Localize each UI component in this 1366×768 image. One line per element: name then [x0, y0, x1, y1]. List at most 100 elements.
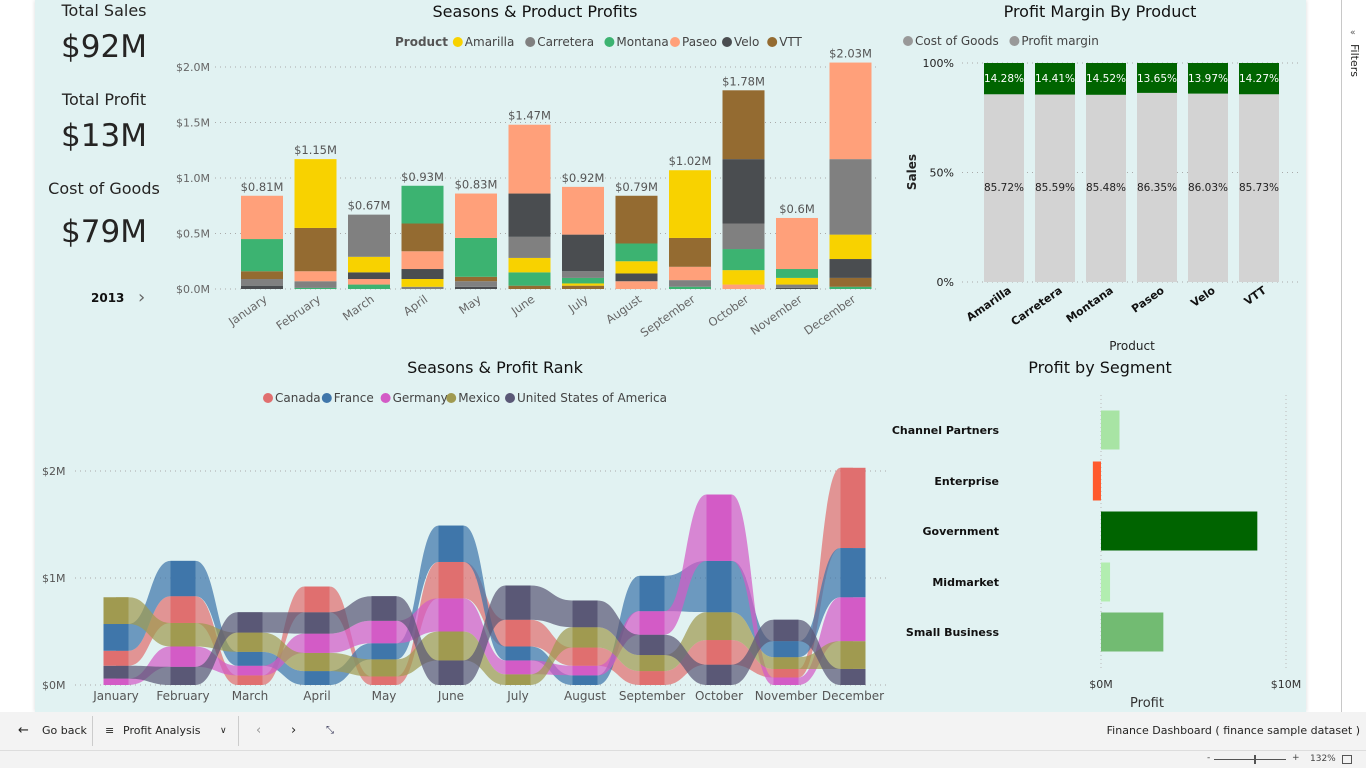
category-label: Midmarket — [932, 576, 999, 589]
x-tick-label: Paseo — [1129, 284, 1167, 316]
zoom-slider-thumb[interactable] — [1254, 755, 1256, 764]
double-chevron-left-icon[interactable]: « — [1350, 28, 1356, 38]
ribbon-bar-united-states-of-america — [572, 600, 598, 628]
legend-marker-amarilla — [452, 37, 463, 47]
ribbon-bar-mexico — [572, 627, 598, 648]
ribbon-canada — [518, 619, 585, 666]
filters-pane[interactable]: « Filters — [1341, 0, 1366, 712]
ribbon-bar-germany — [572, 665, 598, 676]
bar-segment-velo — [241, 285, 283, 289]
ribbon-germany — [719, 494, 786, 685]
year-slicer-value[interactable]: 2013 — [91, 291, 125, 305]
bar-segment-amarilla — [669, 170, 711, 238]
bar-segment-amarilla — [776, 277, 818, 285]
page-selector[interactable]: Profit Analysis — [123, 724, 201, 737]
bar-small-business — [1101, 612, 1164, 652]
data-label-margin: 14.27% — [1239, 73, 1279, 85]
ribbon-bar-canada — [505, 619, 531, 647]
status-bar: - + 132% — [0, 751, 1366, 768]
bar-segment-carretera — [241, 279, 283, 286]
next-page-icon[interactable]: › — [291, 723, 297, 738]
legend-marker-vtt — [767, 37, 778, 47]
y-tick-label: $0.5M — [176, 228, 210, 241]
ribbon-france — [250, 651, 317, 685]
x-tick-label: November — [748, 292, 805, 338]
legend-item-canada: Canada — [275, 391, 321, 405]
ribbon-bar-mexico — [304, 652, 330, 672]
x-axis-title: Profit — [1130, 696, 1164, 711]
ribbon-bar-france — [572, 675, 598, 685]
divider — [238, 716, 239, 746]
bar-segment-montana — [401, 185, 444, 224]
ribbon-bar-canada — [304, 586, 330, 613]
x-tick-label: July — [506, 689, 529, 703]
filters-label[interactable]: Filters — [1348, 44, 1361, 77]
legend-item-cost-of-goods: Cost of Goods — [915, 34, 999, 48]
legend-marker-carretera — [525, 37, 536, 47]
arrow-left-icon[interactable]: ← — [18, 723, 29, 738]
chart-title-profit-rank: Seasons & Profit Rank — [407, 358, 583, 377]
bar-segment-montana — [562, 277, 604, 284]
zoom-out-button[interactable]: - — [1207, 753, 1211, 763]
bar-segment-amarilla — [562, 283, 604, 286]
x-tick-label: March — [232, 689, 269, 703]
bar-segment-paseo — [669, 266, 711, 281]
x-tick-label: June — [508, 292, 537, 318]
y-tick-label: 100% — [923, 57, 954, 70]
ribbon-germany — [317, 620, 384, 653]
x-tick-label: Montana — [1064, 284, 1116, 326]
ribbon-united-states-of-america — [518, 585, 585, 628]
data-label-margin: 13.97% — [1188, 73, 1228, 85]
ribbon-bar-france — [103, 624, 129, 651]
category-label: Channel Partners — [892, 424, 1000, 437]
y-axis-title: Sales — [905, 154, 919, 190]
bar-segment-paseo — [401, 251, 444, 270]
bar-segment-carretera — [294, 281, 337, 288]
y-tick-label: $2M — [42, 465, 66, 478]
y-tick-label: $1.5M — [176, 117, 210, 130]
legend-marker-cost-of-goods — [903, 36, 913, 46]
zoom-slider[interactable] — [1214, 759, 1286, 760]
charts-layer: Product Amarilla Carretera Montana Paseo Velo… — [42, 34, 1302, 711]
ribbon-bar-france — [371, 643, 397, 660]
ribbon-bar-united-states-of-america — [840, 668, 866, 685]
x-tick-label: February — [156, 689, 209, 703]
ribbon-bar-germany — [840, 597, 866, 642]
bar-segment-vtt — [455, 276, 497, 282]
previous-page-icon[interactable]: ‹ — [256, 723, 262, 738]
y-tick-label: $2.0M — [176, 61, 210, 74]
ribbon-bar-germany — [773, 677, 799, 685]
ribbon-mexico — [518, 627, 585, 685]
y-tick-label: 50% — [930, 167, 954, 180]
zoom-in-button[interactable]: + — [1292, 753, 1300, 763]
chevron-down-icon[interactable]: ∨ — [220, 726, 227, 736]
ribbon-bar-france — [170, 560, 196, 597]
bar-segment-velo — [722, 159, 765, 224]
x-tick-label: February — [273, 292, 323, 333]
ribbon-bar-mexico — [237, 632, 263, 652]
go-back-button[interactable]: Go back — [42, 724, 87, 737]
ribbon-mexico — [250, 632, 317, 672]
ribbon-france — [786, 548, 853, 658]
legend-marker-velo — [722, 37, 732, 47]
x-tick-label: May — [456, 292, 484, 317]
data-label: $0.6M — [779, 202, 815, 216]
menu-icon[interactable]: ≡ — [105, 724, 115, 737]
ribbon-bar-canada — [840, 467, 866, 549]
data-label: $0.93M — [401, 170, 444, 184]
ribbon-united-states-of-america — [183, 612, 250, 685]
ribbon-bar-france — [237, 651, 263, 666]
bar-segment-montana — [615, 243, 658, 262]
ribbon-bar-france — [639, 575, 665, 612]
ribbon-bar-united-states-of-america — [170, 666, 196, 685]
bar-segment-velo — [401, 269, 444, 280]
data-label: $0.92M — [562, 171, 605, 185]
ribbon-bar-united-states-of-america — [237, 612, 263, 633]
fit-to-page-icon[interactable] — [1342, 755, 1352, 764]
legend-marker-france — [321, 393, 332, 403]
bar-enterprise — [1092, 461, 1101, 501]
collapse-icon[interactable]: ⤡ — [326, 725, 334, 736]
legend-marker-mexico — [446, 393, 457, 403]
ribbon-bar-germany — [438, 598, 464, 632]
chevron-right-icon[interactable]: › — [138, 287, 146, 308]
